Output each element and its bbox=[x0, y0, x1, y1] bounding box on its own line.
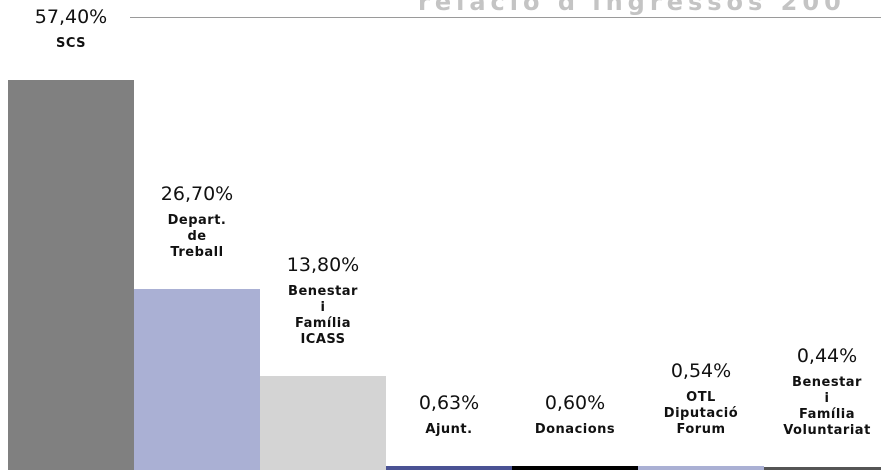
bar-label: 0,54% OTL Diputació Forum bbox=[618, 360, 784, 438]
bar bbox=[638, 466, 764, 470]
bar bbox=[386, 465, 512, 470]
category-label: Ajunt. bbox=[425, 421, 473, 437]
bar-label: 13,80% Benestar i Família ICASS bbox=[240, 254, 406, 348]
category-label: SCS bbox=[55, 36, 86, 51]
value-label: 13,80% bbox=[286, 254, 360, 277]
bar bbox=[8, 80, 134, 470]
bar-label: 26,70% Depart. de Treball bbox=[114, 183, 280, 261]
bar-label: 0,44% Benestar i Família Voluntariat bbox=[744, 345, 881, 439]
value-label: 0,54% bbox=[670, 360, 732, 383]
category-label: Donacions bbox=[534, 421, 616, 437]
bar-label: 0,60% Donacions bbox=[492, 392, 658, 438]
value-label: 0,44% bbox=[796, 345, 858, 367]
value-label: 0,60% bbox=[544, 391, 606, 414]
chart-title: relació d'ingressos 200 bbox=[418, 0, 846, 16]
rule bbox=[130, 17, 881, 18]
bar bbox=[764, 467, 881, 470]
category-label: OTL Diputació Forum bbox=[663, 390, 739, 438]
bar-label: 0,63% Ajunt. bbox=[366, 392, 532, 438]
bar-label: 57,40% SCS bbox=[0, 6, 154, 52]
bar bbox=[260, 376, 386, 470]
category-label: Depart. de Treball bbox=[167, 212, 227, 260]
category-label: Benestar i Família ICASS bbox=[288, 284, 358, 348]
value-label: 26,70% bbox=[160, 182, 234, 205]
value-label: 57,40% bbox=[34, 6, 108, 28]
bar bbox=[512, 465, 638, 470]
category-label: Benestar i Família Voluntariat bbox=[783, 375, 871, 438]
value-label: 0,63% bbox=[418, 391, 480, 414]
bar bbox=[134, 288, 260, 470]
